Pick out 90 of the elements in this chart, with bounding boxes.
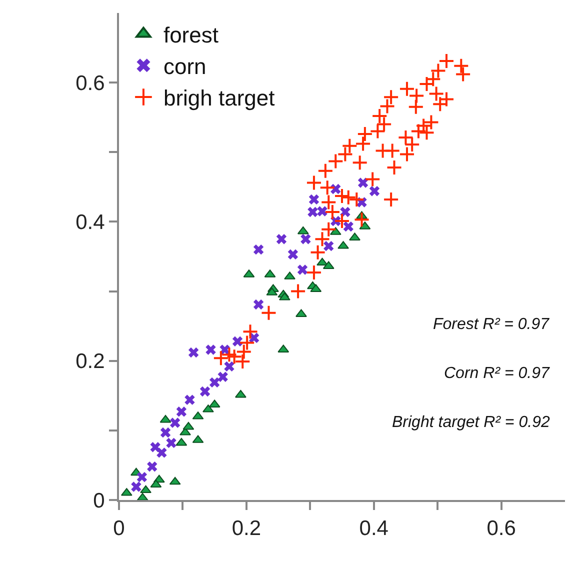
annotation: Forest R² = 0.97 — [433, 316, 550, 333]
point — [310, 244, 326, 260]
point — [328, 153, 344, 170]
point — [384, 142, 400, 159]
point — [288, 249, 298, 260]
point — [306, 264, 322, 280]
point — [386, 159, 402, 176]
x-tick-label: 0.2 — [232, 517, 262, 540]
point — [169, 476, 181, 485]
point — [317, 162, 334, 179]
point — [276, 234, 287, 244]
point — [297, 226, 309, 234]
point — [297, 264, 308, 275]
point — [410, 123, 426, 140]
x-tick-label: 0 — [113, 517, 125, 540]
point — [383, 191, 400, 208]
point — [354, 212, 370, 228]
point — [147, 462, 158, 472]
point — [356, 126, 373, 142]
point — [160, 414, 172, 423]
point — [136, 472, 148, 482]
point — [221, 346, 238, 363]
point — [212, 350, 229, 366]
point — [182, 422, 194, 430]
point — [236, 344, 252, 360]
point — [156, 448, 167, 458]
point — [370, 123, 386, 140]
point — [300, 234, 311, 244]
point — [239, 334, 256, 351]
annotation: Bright target R² = 0.92 — [392, 414, 550, 431]
y-tick-label: 0 — [93, 489, 105, 512]
point — [330, 184, 341, 194]
annotation: Corn R² = 0.97 — [444, 365, 550, 382]
point — [455, 66, 472, 82]
point — [364, 171, 381, 188]
point — [131, 482, 142, 492]
point — [348, 191, 365, 208]
point — [316, 258, 328, 266]
point — [355, 136, 372, 152]
y-tick-label: 0.6 — [76, 72, 105, 95]
point — [209, 377, 220, 388]
point — [408, 98, 424, 115]
point — [140, 485, 152, 494]
point — [224, 361, 234, 372]
point — [306, 174, 322, 191]
point — [337, 146, 354, 162]
point — [166, 438, 176, 448]
point — [369, 186, 380, 196]
point — [160, 427, 171, 438]
point — [317, 206, 328, 216]
legend-label: corn — [163, 54, 206, 79]
point — [234, 390, 246, 398]
point — [260, 304, 277, 321]
y-tick-label: 0.2 — [76, 350, 105, 374]
point — [170, 418, 180, 428]
point — [379, 98, 396, 114]
point — [253, 299, 264, 310]
x-tick-label: 0.6 — [486, 517, 516, 540]
legend-label: forest — [163, 22, 218, 48]
point — [206, 344, 216, 355]
point — [308, 206, 318, 218]
point — [176, 406, 187, 417]
legend-label: brigh target — [163, 86, 275, 111]
point — [184, 394, 195, 405]
point — [319, 180, 336, 196]
point — [383, 89, 400, 106]
point — [290, 283, 306, 300]
point — [200, 386, 210, 397]
point — [232, 336, 243, 346]
point — [453, 58, 470, 74]
point — [320, 221, 337, 238]
point — [218, 372, 228, 382]
point — [176, 438, 188, 446]
point — [253, 244, 264, 255]
point — [343, 221, 354, 232]
point — [398, 146, 415, 162]
point — [324, 240, 334, 252]
point — [314, 231, 330, 248]
point — [430, 62, 446, 79]
y-tick-label: 0.4 — [76, 211, 106, 234]
point — [358, 178, 368, 188]
point — [188, 347, 199, 358]
point — [320, 194, 337, 210]
point — [423, 114, 440, 130]
point — [242, 324, 258, 340]
point — [438, 53, 454, 69]
point — [308, 194, 320, 205]
point — [352, 154, 368, 171]
point — [342, 138, 358, 154]
x-tick-label: 0.4 — [359, 517, 389, 540]
